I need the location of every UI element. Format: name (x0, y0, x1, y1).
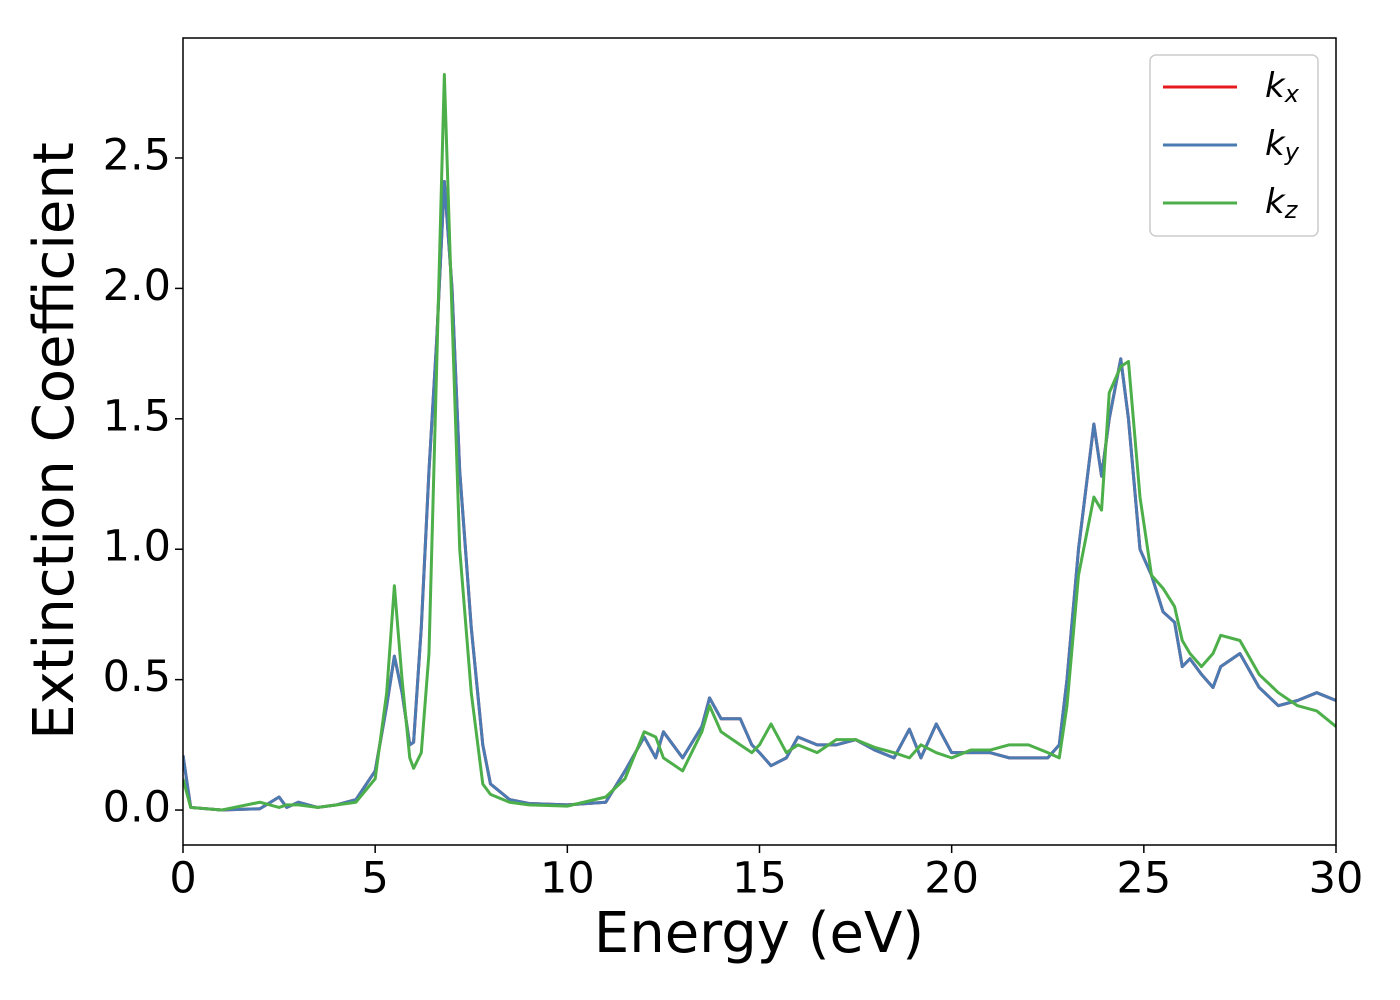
legend-label: ky (1265, 124, 1300, 167)
x-tick-label: 15 (732, 854, 787, 904)
y-tick-label: 1.5 (103, 391, 171, 441)
y-tick-label: 2.5 (103, 130, 171, 180)
plot-frame (182, 37, 1337, 846)
x-tick-label: 20 (924, 854, 979, 904)
legend-label: kz (1265, 182, 1299, 225)
y-tick-label: 2.0 (103, 261, 171, 311)
x-tick-label: 10 (540, 854, 595, 904)
legend-label: kx (1265, 66, 1300, 109)
y-axis-label: Extinction Coefficient (22, 142, 87, 740)
plot-lines (183, 73, 1336, 812)
x-axis-label: Energy (eV) (594, 901, 924, 966)
x-tick-label: 30 (1309, 854, 1364, 904)
y-tick-label: 0.0 (103, 783, 171, 833)
y-tick-label: 1.0 (103, 522, 171, 572)
x-tick-label: 0 (169, 854, 196, 904)
y-tick-label: 0.5 (103, 652, 171, 702)
data-line (183, 73, 1336, 812)
x-tick-label: 5 (361, 854, 388, 904)
x-tick-label: 25 (1116, 854, 1171, 904)
